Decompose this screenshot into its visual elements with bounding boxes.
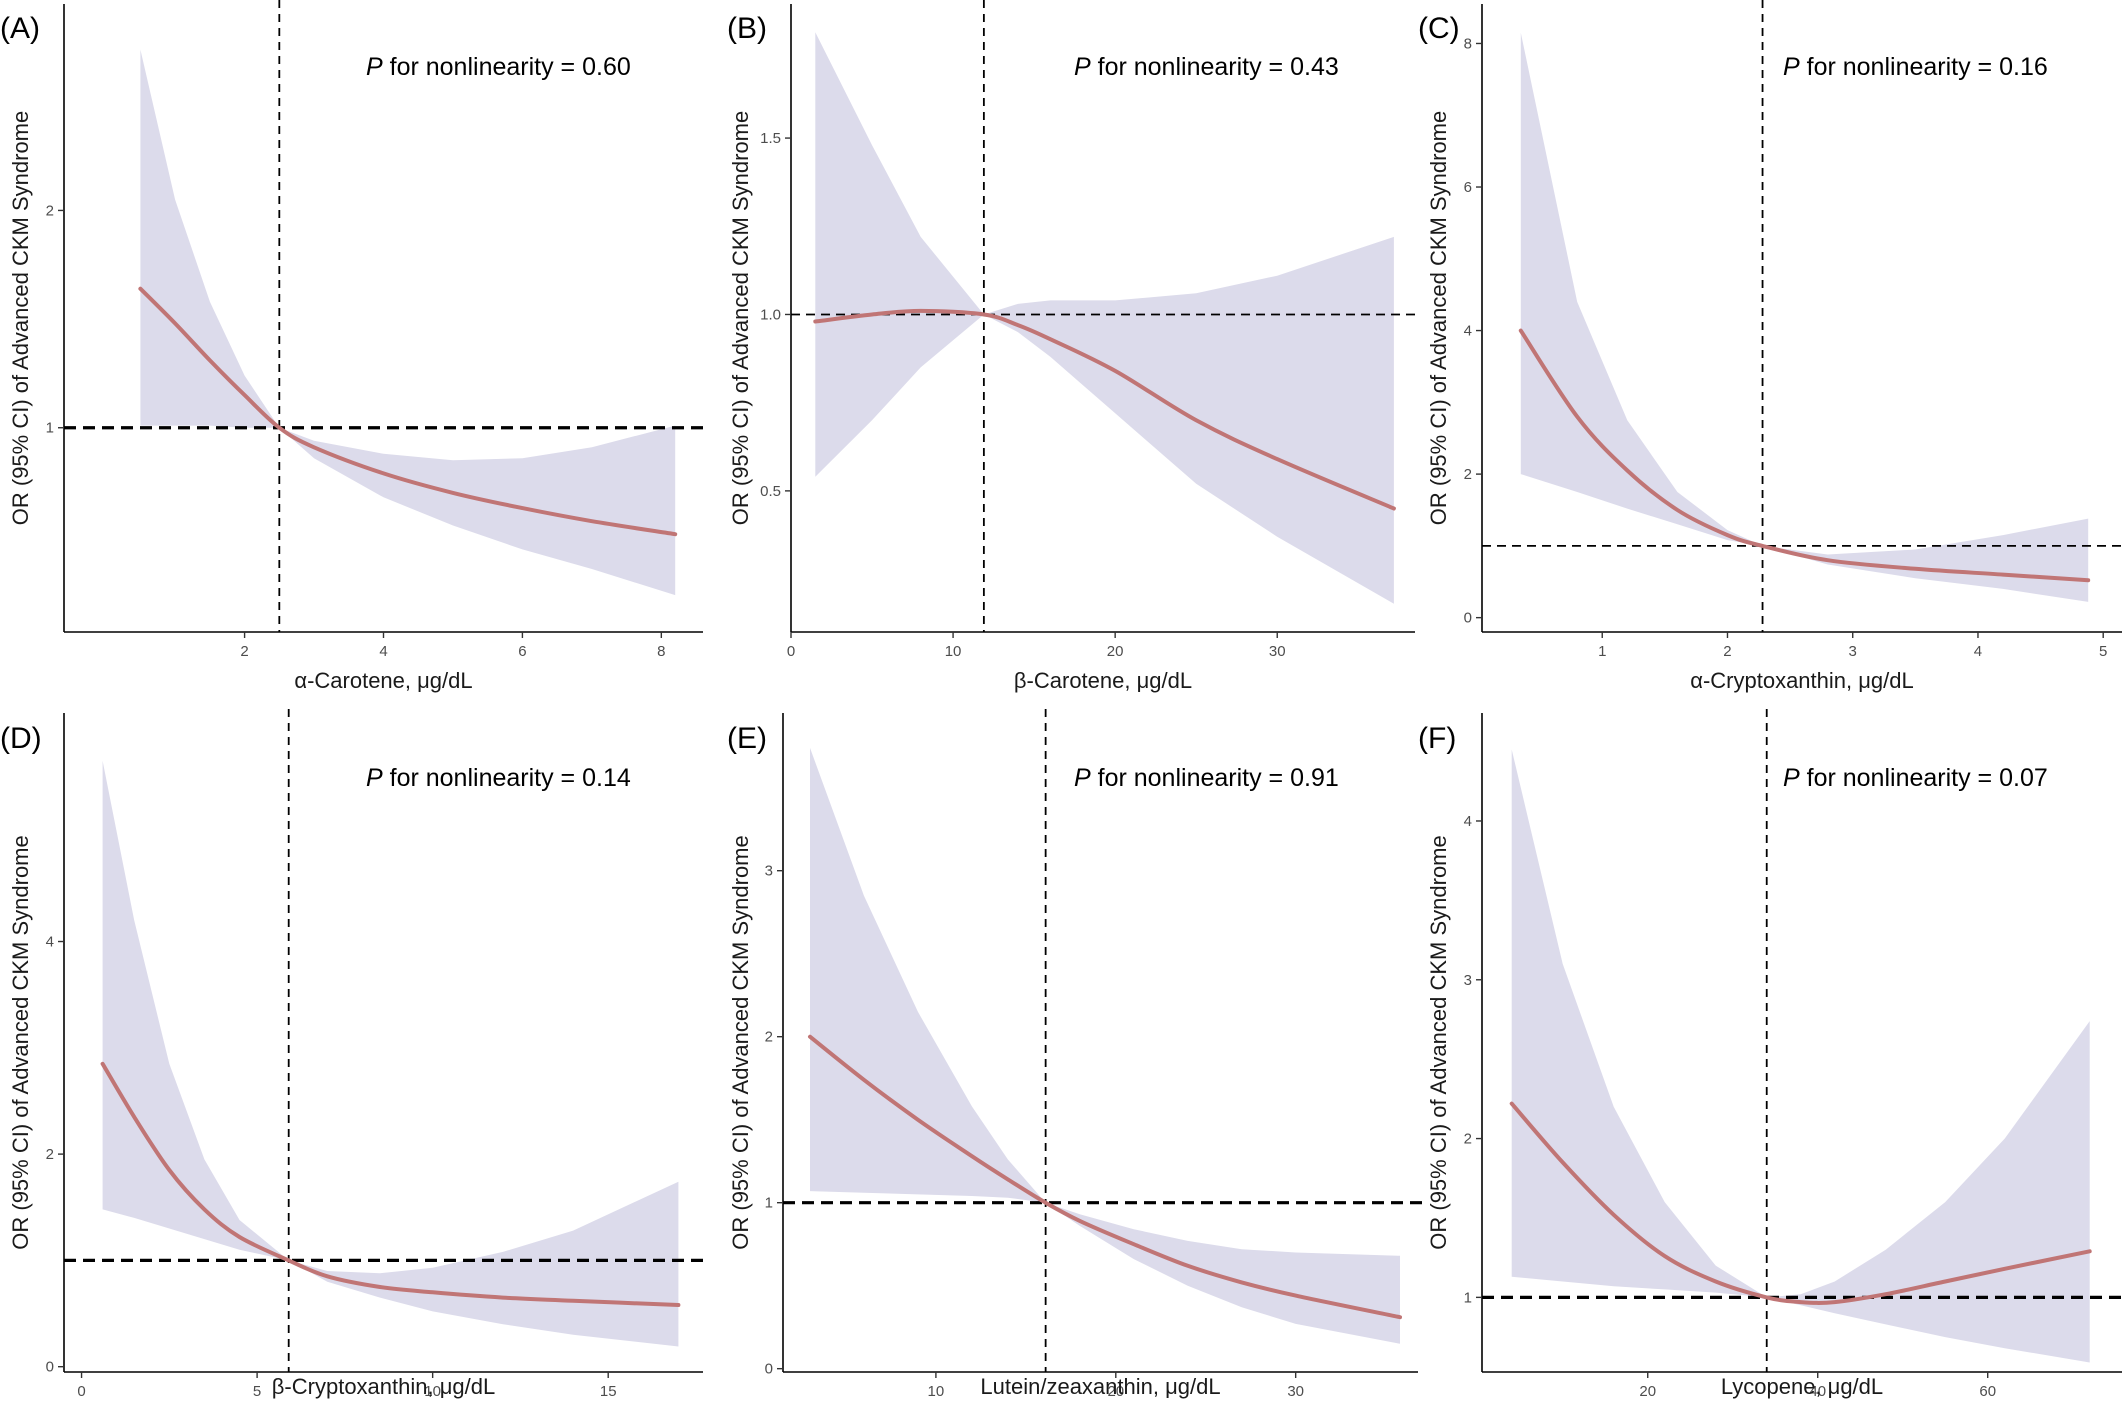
y-axis-title: OR (95% CI) of Advanced CKM Syndrome — [728, 111, 753, 526]
x-tick-label: 20 — [1107, 1383, 1124, 1400]
x-tick-label: 20 — [1639, 1383, 1656, 1400]
nonlinearity-annotation: P for nonlinearity = 0.07 — [1783, 764, 2048, 792]
x-tick-label: 2 — [240, 643, 248, 660]
y-tick-label: 2 — [1464, 466, 1472, 483]
x-tick-label: 60 — [1979, 1383, 1996, 1400]
x-tick-label: 40 — [1809, 1383, 1826, 1400]
y-tick-label: 1 — [46, 420, 54, 437]
x-axis-title: β-Cryptoxanthin, μg/dL — [272, 1374, 495, 1399]
annotation-italic-p: P — [366, 764, 383, 792]
nonlinearity-annotation: P for nonlinearity = 0.14 — [366, 764, 631, 792]
y-tick-label: 3 — [1464, 972, 1472, 989]
or-curve — [813, 308, 1396, 511]
annotation-italic-p: P — [1783, 764, 1800, 792]
panel-6: 20 40 60 1 2 3 4 Lycopene, μg/dL OR (95% CI) of … — [1418, 709, 2122, 1400]
x-tick-label: 2 — [1723, 643, 1731, 660]
x-tick-label: 5 — [2099, 643, 2107, 660]
annotation-text: for nonlinearity = 0.16 — [1800, 53, 2048, 81]
y-axis-title: OR (95% CI) of Advanced CKM Syndrome — [728, 835, 753, 1250]
panel-4: 0 5 10 15 0 2 4 β-Cryptoxanthin, μg/dL OR (95% C… — [0, 709, 709, 1400]
annotation-italic-p: P — [1074, 53, 1091, 81]
x-tick-label: 4 — [379, 643, 387, 660]
y-tick-label: 4 — [1464, 323, 1472, 340]
y-tick-label: 0 — [46, 1359, 54, 1376]
ci-band — [810, 747, 1400, 1344]
nonlinearity-annotation: P for nonlinearity = 0.43 — [1074, 53, 1339, 81]
nonlinearity-annotation: P for nonlinearity = 0.91 — [1074, 764, 1339, 792]
y-tick-label: 2 — [46, 202, 54, 219]
x-tick-label: 10 — [928, 1383, 945, 1400]
y-tick-label: 0.5 — [760, 483, 781, 500]
y-axis-title: OR (95% CI) of Advanced CKM Syndrome — [1426, 835, 1451, 1250]
x-tick-label: 15 — [600, 1383, 617, 1400]
y-axis-title: OR (95% CI) of Advanced CKM Syndrome — [1426, 111, 1451, 526]
x-tick-label: 4 — [1974, 643, 1982, 660]
annotation-text: for nonlinearity = 0.14 — [383, 764, 631, 792]
y-tick-label: 1.5 — [760, 130, 781, 147]
x-tick-label: 0 — [787, 643, 795, 660]
panel-2: 0 10 20 30 0.5 1.0 1.5 β-Carotene, μg/dL OR (95%… — [727, 0, 1421, 693]
or-curve — [100, 1061, 681, 1307]
x-tick-label: 1 — [1598, 643, 1606, 660]
nonlinearity-annotation: P for nonlinearity = 0.60 — [366, 53, 631, 81]
x-axis-title: β-Carotene, μg/dL — [1014, 668, 1192, 693]
panel-1: 2 4 6 8 1 2 α-Carotene, μg/dL OR (95% CI) of Ad… — [0, 0, 709, 693]
y-tick-label: 2 — [765, 1029, 773, 1046]
annotation-text: for nonlinearity = 0.07 — [1800, 764, 2048, 792]
y-tick-label: 1 — [765, 1195, 773, 1212]
x-tick-label: 10 — [424, 1383, 441, 1400]
y-tick-label: 2 — [1464, 1131, 1472, 1148]
annotation-text: for nonlinearity = 0.43 — [1091, 53, 1339, 81]
x-axis-title: α-Carotene, μg/dL — [294, 668, 472, 693]
panel-tag: (B) — [727, 12, 767, 45]
ci-band — [1511, 749, 2090, 1363]
ci-band — [815, 32, 1394, 604]
or-curve — [138, 286, 678, 537]
y-tick-label: 2 — [46, 1146, 54, 1163]
annotation-italic-p: P — [366, 53, 383, 81]
y-tick-label: 6 — [1464, 179, 1472, 196]
x-axis-title: α-Cryptoxanthin, μg/dL — [1690, 668, 1914, 693]
x-tick-label: 30 — [1287, 1383, 1304, 1400]
panel-tag: (D) — [0, 722, 42, 755]
or-curve — [808, 1034, 1402, 1320]
ci-band — [102, 760, 679, 1347]
x-tick-label: 6 — [518, 643, 526, 660]
annotation-text: for nonlinearity = 0.60 — [383, 53, 631, 81]
x-tick-label: 20 — [1107, 643, 1124, 660]
ci-band — [140, 49, 676, 596]
y-axis-title: OR (95% CI) of Advanced CKM Syndrome — [8, 111, 33, 526]
ci-band — [1520, 32, 2089, 602]
annotation-italic-p: P — [1783, 53, 1800, 81]
x-tick-label: 30 — [1269, 643, 1286, 660]
y-axis-title: OR (95% CI) of Advanced CKM Syndrome — [8, 835, 33, 1250]
y-tick-label: 1 — [1464, 1289, 1472, 1306]
y-tick-label: 4 — [1464, 813, 1472, 830]
x-tick-label: 0 — [77, 1383, 85, 1400]
y-tick-label: 0 — [765, 1361, 773, 1378]
nonlinearity-annotation: P for nonlinearity = 0.16 — [1783, 53, 2048, 81]
annotation-italic-p: P — [1074, 764, 1091, 792]
y-tick-label: 4 — [46, 934, 54, 951]
panel-tag: (E) — [727, 722, 767, 755]
y-tick-label: 8 — [1464, 35, 1472, 52]
panel-3: 1 2 3 4 5 0 2 4 6 8 α-Cryptoxanthin, μg/dL OR (95% … — [1418, 0, 2122, 693]
annotation-text: for nonlinearity = 0.91 — [1091, 764, 1339, 792]
or-curve — [1509, 1101, 2092, 1305]
panel-5: 10 20 30 0 1 2 3 Lutein/zeaxanthin, μg/dL OR (95… — [727, 709, 1424, 1400]
panel-tag: (C) — [1418, 12, 1460, 45]
x-tick-label: 10 — [945, 643, 962, 660]
y-tick-label: 0 — [1464, 610, 1472, 627]
x-tick-label: 5 — [253, 1383, 261, 1400]
x-tick-label: 3 — [1849, 643, 1857, 660]
y-tick-label: 3 — [765, 863, 773, 880]
x-axis-title: Lycopene, μg/dL — [1721, 1374, 1883, 1399]
panel-tag: (A) — [0, 12, 40, 45]
or-curve — [1518, 328, 2091, 583]
panel-tag: (F) — [1418, 722, 1456, 755]
x-tick-label: 8 — [657, 643, 665, 660]
y-tick-label: 1.0 — [760, 306, 781, 323]
x-axis-title: Lutein/zeaxanthin, μg/dL — [980, 1374, 1220, 1399]
